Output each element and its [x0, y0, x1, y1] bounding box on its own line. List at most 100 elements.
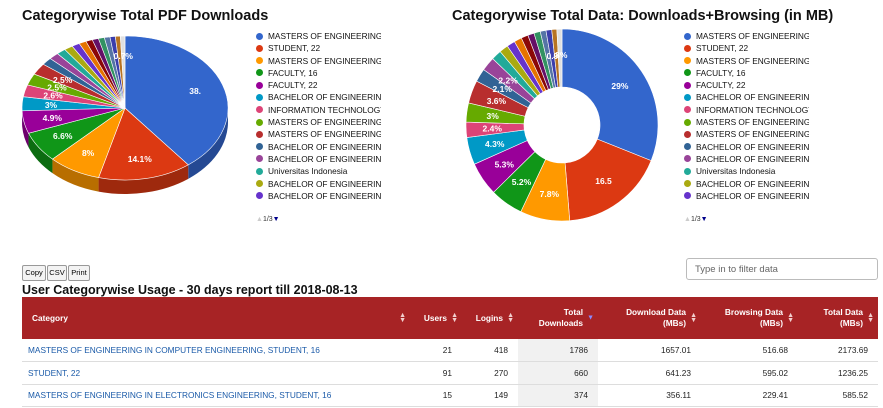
- legend-item[interactable]: BACHELOR OF ENGINEERING: [256, 91, 381, 103]
- pager-up-arrow-icon[interactable]: ▲: [684, 216, 691, 223]
- legend-label: MASTERS OF ENGINEERING II: [696, 55, 809, 66]
- legend-label: BACHELOR OF ENGINEERING: [268, 190, 381, 201]
- copy-button[interactable]: Copy: [22, 265, 46, 281]
- column-header-total-data[interactable]: Total Data (MBs) ▲ ▼: [798, 297, 878, 339]
- legend-item[interactable]: STUDENT, 22: [256, 42, 381, 54]
- legend-swatch: [684, 44, 691, 52]
- downloads-pie-chart[interactable]: 38.14.1%8%6.6%4.9%3%2.6%2.5%2.5%0.7%: [0, 25, 250, 225]
- category-link[interactable]: MASTERS OF ENGINEERING IN COMPUTER ENGIN…: [28, 345, 320, 355]
- legend-label: MASTERS OF ENGINEERING II: [696, 129, 809, 140]
- pager-label: 1/3: [690, 216, 701, 223]
- total-downloads-cell: 660: [518, 361, 598, 384]
- pie-slice[interactable]: [124, 35, 229, 166]
- legend-item[interactable]: MASTERS OF ENGINEERING II: [256, 55, 381, 67]
- legend-label: FACULTY, 16: [268, 67, 318, 78]
- header-label: Logins: [475, 312, 503, 323]
- legend-item[interactable]: BACHELOR OF ENGINEERING: [684, 178, 809, 190]
- filter-input[interactable]: [686, 258, 878, 280]
- pie-slice-label: 7.8%: [540, 189, 560, 199]
- legend-swatch: [684, 106, 691, 114]
- downloads-legend-pager[interactable]: ▲1/3▼: [256, 216, 280, 223]
- legend-item[interactable]: BACHELOR OF ENGINEERING: [256, 141, 381, 153]
- pie-slice-label: 3.6%: [487, 96, 507, 106]
- download-data-cell: 641.23: [665, 367, 691, 378]
- pie-slice-label: 0.9: [546, 51, 558, 61]
- legend-swatch: [256, 180, 263, 188]
- column-header-logins[interactable]: Logins ▲ ▼: [462, 297, 518, 339]
- users-cell: 91: [442, 367, 452, 378]
- column-header-users[interactable]: Users ▲ ▼: [410, 297, 462, 339]
- legend-label: MASTERS OF ENGINEERING II: [268, 55, 381, 66]
- legend-item[interactable]: MASTERS OF ENGINEERING II: [684, 55, 809, 67]
- legend-item[interactable]: MASTERS OF ENGINEERING II: [684, 30, 809, 42]
- pie-slice-label: 3%: [45, 100, 58, 110]
- download-data-cell: 356.11: [666, 390, 691, 401]
- pager-down-arrow-icon[interactable]: ▼: [700, 216, 708, 223]
- legend-label: BACHELOR OF ENGINEERING: [696, 153, 809, 164]
- pie-slice[interactable]: [556, 28, 563, 88]
- sort-icon: ▲ ▼: [787, 312, 794, 324]
- pie-slice-label: 2.6%: [43, 91, 63, 101]
- pie-slice[interactable]: [98, 107, 189, 181]
- category-link[interactable]: STUDENT, 22: [28, 367, 81, 378]
- legend-label: INFORMATION TECHNOLOGY-: [696, 104, 809, 115]
- category-link[interactable]: MASTERS OF ENGINEERING IN ELECTRONICS EN…: [28, 390, 332, 401]
- data-legend-pager[interactable]: ▲1/3▼: [684, 216, 708, 223]
- pager-up-arrow-icon[interactable]: ▲: [256, 216, 263, 223]
- legend-swatch: [256, 192, 263, 200]
- legend-item[interactable]: BACHELOR OF ENGINEERING: [684, 91, 809, 103]
- legend-item[interactable]: BACHELOR OF ENGINEERING: [684, 141, 809, 153]
- legend-item[interactable]: Universitas Indonesia: [684, 165, 809, 177]
- pie-slice-side: [188, 108, 228, 179]
- header-label: Category: [32, 312, 68, 323]
- legend-swatch: [256, 106, 263, 114]
- legend-item[interactable]: FACULTY, 16: [684, 67, 809, 79]
- legend-label: BACHELOR OF ENGINEERING: [268, 178, 381, 189]
- legend-item[interactable]: FACULTY, 16: [256, 67, 381, 79]
- legend-item[interactable]: FACULTY, 22: [684, 79, 809, 91]
- legend-item[interactable]: MASTERS OF ENGINEERING II: [256, 128, 381, 140]
- legend-item[interactable]: BACHELOR OF ENGINEERING: [256, 190, 381, 202]
- legend-item[interactable]: MASTERS OF ENGINEERING II: [684, 116, 809, 128]
- legend-item[interactable]: INFORMATION TECHNOLOGY-: [256, 104, 381, 116]
- table-row: MASTERS OF ENGINEERING IN ELECTRONICS EN…: [22, 384, 878, 407]
- legend-item[interactable]: MASTERS OF ENGINEERING II: [256, 116, 381, 128]
- legend-item[interactable]: BACHELOR OF ENGINEERING: [256, 178, 381, 190]
- browsing-data-cell: 229.41: [762, 390, 788, 401]
- legend-item[interactable]: MASTERS OF ENGINEERING II: [256, 30, 381, 42]
- legend-item[interactable]: FACULTY, 22: [256, 79, 381, 91]
- pie-slice[interactable]: [561, 28, 659, 162]
- pie-slice[interactable]: [119, 35, 126, 109]
- downloads-chart-title: Categorywise Total PDF Downloads: [22, 8, 269, 24]
- column-header-download-data[interactable]: Download Data (MBs) ▲ ▼: [598, 297, 701, 339]
- csv-button[interactable]: CSV: [47, 265, 67, 281]
- legend-item[interactable]: MASTERS OF ENGINEERING II: [684, 128, 809, 140]
- pie-slice-label: 14.1%: [128, 154, 153, 164]
- pager-down-arrow-icon[interactable]: ▼: [272, 216, 280, 223]
- legend-item[interactable]: Universitas Indonesia: [256, 165, 381, 177]
- legend-label: INFORMATION TECHNOLOGY-: [268, 104, 381, 115]
- pie-slice-label: 2.5%: [47, 82, 67, 92]
- legend-swatch: [256, 57, 263, 65]
- print-button[interactable]: Print: [68, 265, 90, 281]
- legend-item[interactable]: INFORMATION TECHNOLOGY-: [684, 104, 809, 116]
- legend-label: MASTERS OF ENGINEERING II: [268, 31, 381, 41]
- legend-swatch: [256, 93, 263, 101]
- column-header-browsing-data[interactable]: Browsing Data (MBs) ▲ ▼: [701, 297, 798, 339]
- legend-label: Universitas Indonesia: [696, 166, 776, 177]
- header-label: Users: [423, 312, 447, 323]
- legend-item[interactable]: BACHELOR OF ENGINEERING: [684, 153, 809, 165]
- pie-slice-label: 6.6%: [53, 131, 73, 141]
- legend-label: BACHELOR OF ENGINEERING: [696, 141, 809, 152]
- usage-table: Category ▲ ▼ Users ▲ ▼ Logins ▲ ▼ Total Downloa…: [22, 297, 878, 407]
- pie-slice[interactable]: [564, 138, 652, 222]
- legend-item[interactable]: STUDENT, 22: [684, 42, 809, 54]
- report-title: User Categorywise Usage - 30 days report…: [22, 283, 358, 297]
- sort-icon: ▲ ▼: [867, 312, 874, 324]
- pie-slice-label: 2.1%: [493, 84, 513, 94]
- data-donut-chart[interactable]: 29% 16.5 7.8% 5.2% 5.3% 4.3% 2.4% 3% 3.6% 2.1%2.2…: [440, 25, 680, 225]
- legend-item[interactable]: BACHELOR OF ENGINEERING: [684, 190, 809, 202]
- column-header-category[interactable]: Category ▲ ▼: [22, 297, 410, 339]
- column-header-total-downloads[interactable]: Total Downloads ▼: [518, 297, 598, 339]
- legend-item[interactable]: BACHELOR OF ENGINEERING: [256, 153, 381, 165]
